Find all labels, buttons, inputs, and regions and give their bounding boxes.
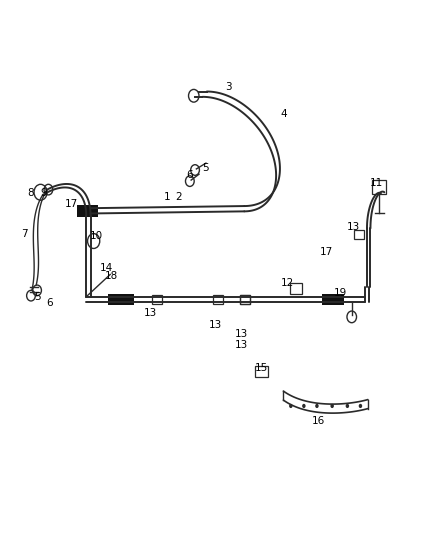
Text: 13: 13 <box>235 340 248 350</box>
Text: 2: 2 <box>176 191 182 201</box>
Text: 3: 3 <box>225 82 232 92</box>
Bar <box>77 205 99 216</box>
Circle shape <box>330 404 334 408</box>
Circle shape <box>359 404 362 408</box>
Text: 13: 13 <box>235 329 248 340</box>
Text: 17: 17 <box>320 247 334 257</box>
Bar <box>255 366 268 377</box>
Text: 16: 16 <box>311 416 325 426</box>
Text: 6: 6 <box>46 297 53 308</box>
Text: 5: 5 <box>202 163 208 173</box>
Text: 14: 14 <box>100 263 113 272</box>
Bar <box>240 295 251 304</box>
Bar <box>240 295 251 304</box>
Text: 6: 6 <box>186 171 193 180</box>
Circle shape <box>289 404 293 408</box>
Circle shape <box>346 404 349 408</box>
Bar <box>290 284 302 294</box>
Text: 15: 15 <box>255 364 268 373</box>
Bar <box>152 295 162 304</box>
Text: 11: 11 <box>370 177 383 188</box>
Text: 17: 17 <box>65 199 78 209</box>
Circle shape <box>302 404 306 408</box>
Circle shape <box>315 404 319 408</box>
Text: 1: 1 <box>163 191 170 201</box>
Text: 9: 9 <box>41 188 47 198</box>
Text: 13: 13 <box>346 222 360 232</box>
Text: 8: 8 <box>28 188 34 198</box>
Text: 12: 12 <box>281 278 294 288</box>
Text: 4: 4 <box>280 109 287 119</box>
Text: 5: 5 <box>34 292 40 302</box>
Text: 10: 10 <box>90 231 103 241</box>
Text: 13: 13 <box>209 320 222 330</box>
Text: 7: 7 <box>21 229 27 239</box>
Bar <box>109 294 134 305</box>
Bar <box>372 180 386 194</box>
Text: 13: 13 <box>144 308 157 318</box>
Bar <box>213 295 223 304</box>
Text: 18: 18 <box>104 271 118 281</box>
Bar <box>354 230 364 239</box>
Text: 19: 19 <box>333 288 346 298</box>
Bar <box>322 294 344 305</box>
